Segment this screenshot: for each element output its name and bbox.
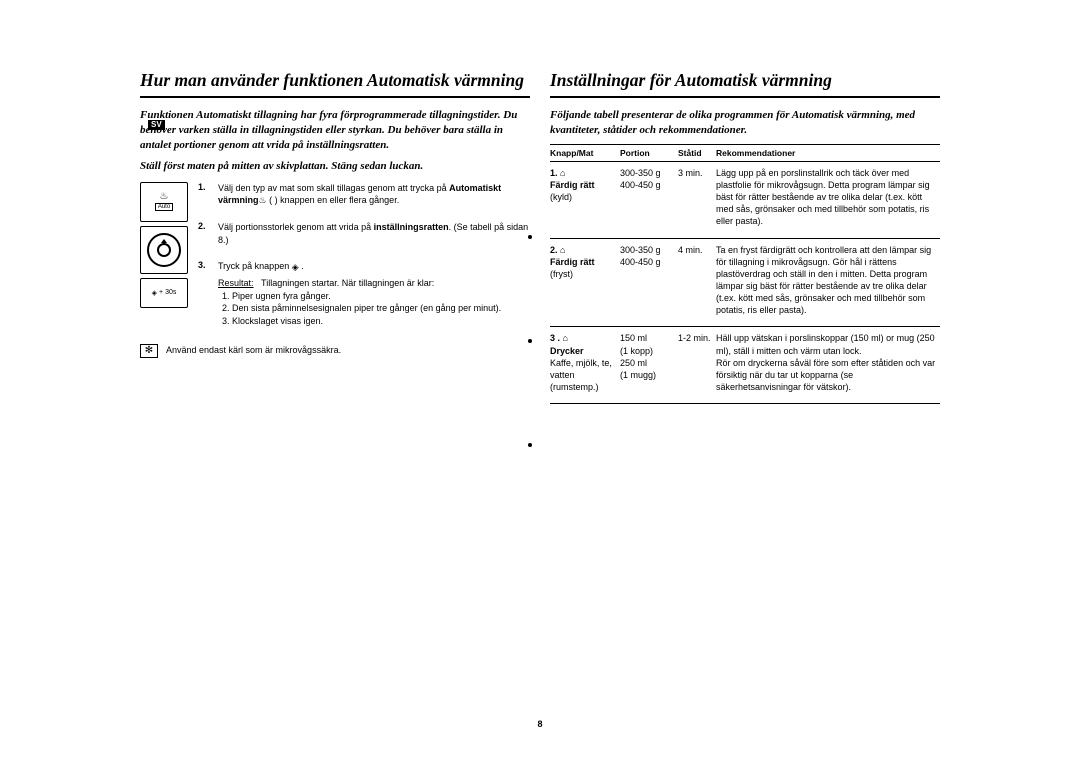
step-num: 2. (198, 221, 210, 246)
note-row: ✻ Använd endast kärl som är mikrovågssäk… (140, 344, 530, 358)
step-text: ( ) knappen en eller flera gånger. (269, 195, 399, 205)
steps-list: 1. Välj den typ av mat som skall tillaga… (198, 182, 530, 328)
note-text: Använd endast kärl som är mikrovågssäkra… (166, 344, 341, 356)
divider (550, 96, 940, 98)
table-cell-knapp: 2. ⌂Färdig rätt(fryst) (550, 238, 620, 327)
result-item: Den sista påminnelsesignalen piper tre g… (232, 302, 501, 315)
divider (140, 96, 530, 98)
bullet-icon (528, 443, 532, 447)
auto-label: Auto (155, 203, 173, 211)
result-list: Piper ugnen fyra gånger. Den sista påmin… (218, 290, 501, 328)
start-30s-label: + 30s (159, 289, 176, 296)
page-number: 8 (537, 719, 542, 729)
bullet-icon (528, 339, 532, 343)
table-cell-portion: 150 ml (1 kopp) 250 ml (1 mugg) (620, 327, 678, 404)
table-cell-knapp: 3 . ⌂DryckerKaffe, mjölk, te, vatten (ru… (550, 327, 620, 404)
diamond-mini-icon: ◈ (292, 261, 299, 274)
table-cell-rec: Häll upp vätskan i porslinskoppar (150 m… (716, 327, 940, 404)
right-intro: Följande tabell presenterar de olika pro… (550, 108, 940, 138)
table-row: 1. ⌂Färdig rätt(kyld)300-350 g 400-450 g… (550, 161, 940, 238)
step-text: Tryck på knappen (218, 261, 292, 271)
heat-mini-icon: ♨ (259, 194, 267, 207)
note-icon: ✻ (140, 344, 158, 358)
bullet-icon (528, 235, 532, 239)
table-cell-portion: 300-350 g 400-450 g (620, 238, 678, 327)
step-num: 1. (198, 182, 210, 208)
right-column: Inställningar för Automatisk värmning Fö… (550, 70, 940, 723)
settings-table-wrap: Knapp/Mat Portion Ståtid Rekommendatione… (550, 144, 940, 404)
table-cell-portion: 300-350 g 400-450 g (620, 161, 678, 238)
table-cell-rec: Ta en fryst färdigrätt och kontrollera a… (716, 238, 940, 327)
step-2: 2. Välj portionsstorlek genom att vrida … (198, 221, 530, 246)
auto-button-icon: ♨ Auto (140, 182, 188, 222)
step-bold: inställningsratten (374, 222, 449, 232)
step-text: Välj portionsstorlek genom att vrida på (218, 222, 374, 232)
settings-table: Knapp/Mat Portion Ståtid Rekommendatione… (550, 144, 940, 404)
table-cell-knapp: 1. ⌂Färdig rätt(kyld) (550, 161, 620, 238)
result-item: Piper ugnen fyra gånger. (232, 290, 501, 303)
step-3: 3. Tryck på knappen ◈ . Resultat: Tillag… (198, 260, 530, 327)
step-text: . (299, 261, 304, 271)
table-header: Portion (620, 144, 678, 161)
dial-icon (140, 226, 188, 274)
table-header: Knapp/Mat (550, 144, 620, 161)
steps-area: ♨ Auto ◈+ 30s 1. Välj den typ av mat som… (140, 182, 530, 328)
start-button-icon: ◈+ 30s (140, 278, 188, 308)
result-intro: Tillagningen startar. När tillagningen ä… (261, 278, 434, 288)
manual-page: SV Hur man använder funktionen Automatis… (0, 0, 1080, 763)
left-column: Hur man använder funktionen Automatisk v… (140, 70, 530, 723)
step-num: 3. (198, 260, 210, 327)
heat-waves-icon: ♨ (160, 192, 169, 202)
left-heading: Hur man använder funktionen Automatisk v… (140, 70, 530, 90)
table-row: 3 . ⌂DryckerKaffe, mjölk, te, vatten (ru… (550, 327, 940, 404)
table-cell-time: 1-2 min. (678, 327, 716, 404)
table-cell-rec: Lägg upp på en porslinstallrik och täck … (716, 161, 940, 238)
table-row: 2. ⌂Färdig rätt(fryst)300-350 g 400-450 … (550, 238, 940, 327)
margin-bullets (528, 235, 532, 447)
language-tab: SV (148, 120, 165, 130)
left-intro: Funktionen Automatiskt tillagning har fy… (140, 108, 530, 153)
table-header: Ståtid (678, 144, 716, 161)
right-heading: Inställningar för Automatisk värmning (550, 70, 940, 90)
table-cell-time: 3 min. (678, 161, 716, 238)
button-icons-column: ♨ Auto ◈+ 30s (140, 182, 188, 328)
step-1: 1. Välj den typ av mat som skall tillaga… (198, 182, 530, 208)
diamond-icon: ◈ (152, 289, 157, 297)
left-sub-intro: Ställ först maten på mitten av skivplatt… (140, 159, 530, 174)
result-label: Resultat: (218, 278, 254, 288)
table-cell-time: 4 min. (678, 238, 716, 327)
result-item: Klockslaget visas igen. (232, 315, 501, 328)
table-header: Rekommendationer (716, 144, 940, 161)
step-text: Välj den typ av mat som skall tillagas g… (218, 183, 449, 193)
